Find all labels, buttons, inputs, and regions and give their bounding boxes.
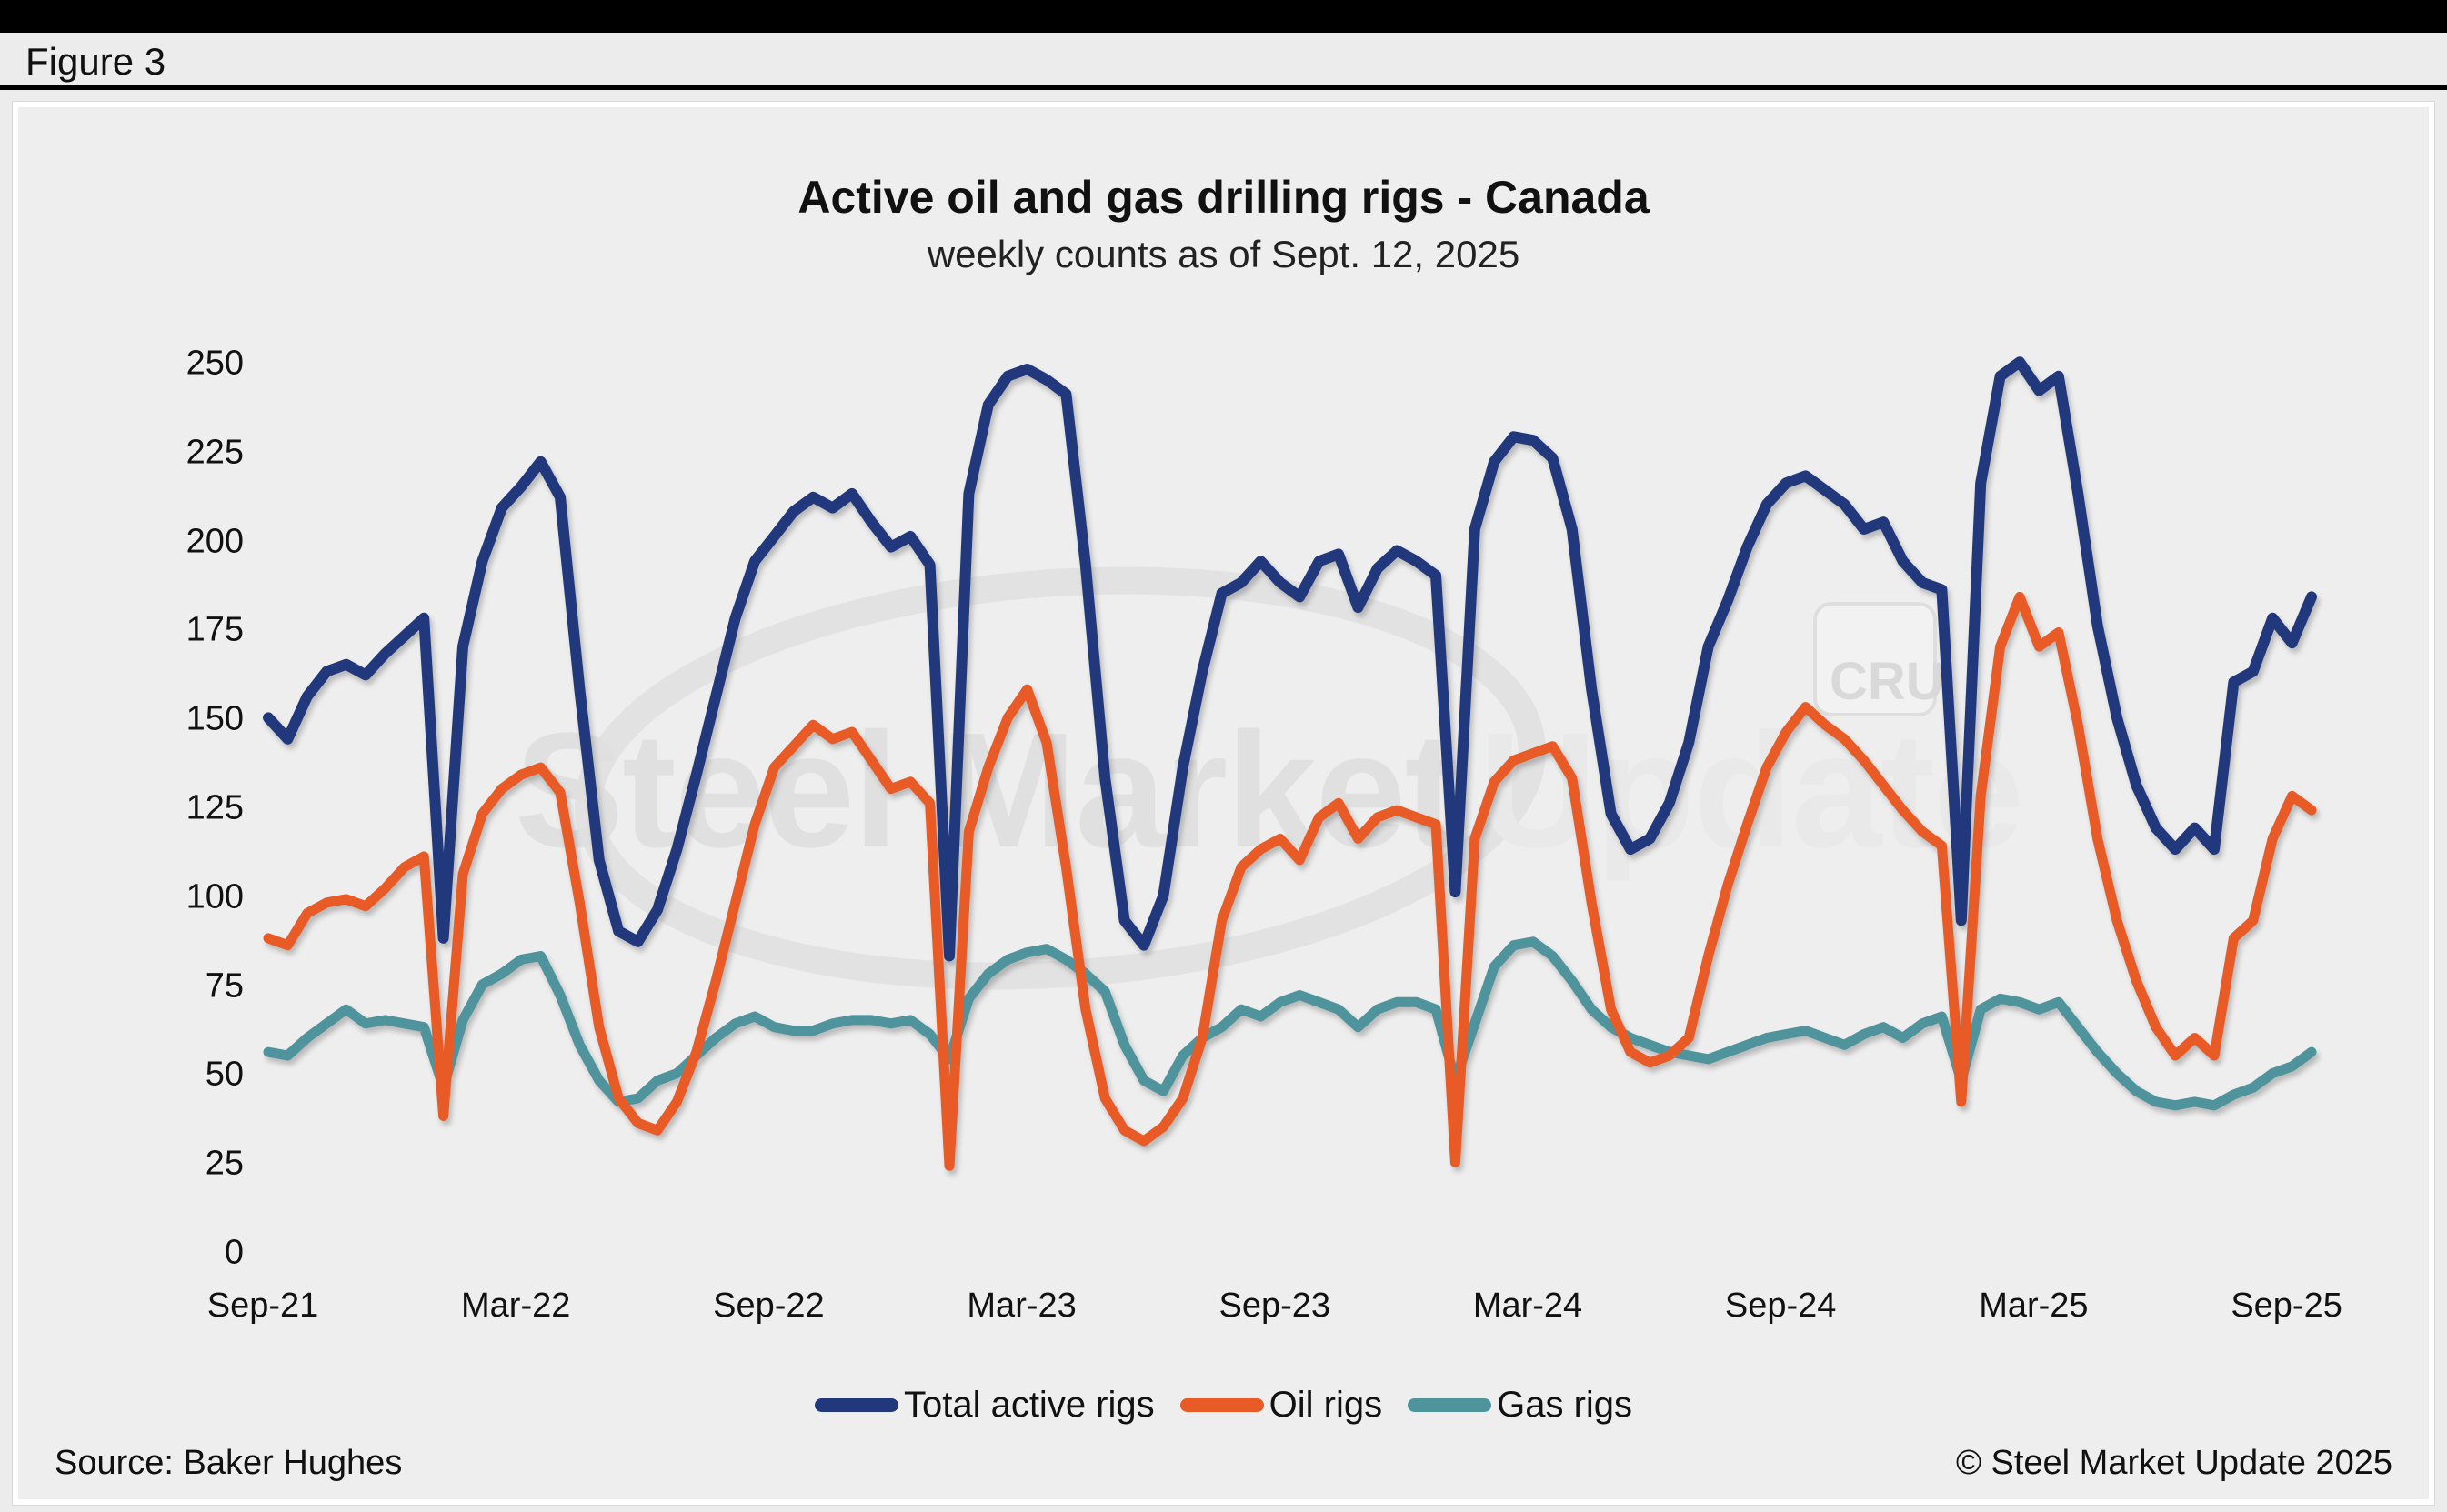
- chart-subtitle: weekly counts as of Sept. 12, 2025: [927, 233, 1520, 275]
- legend-label-gas: Gas rigs: [1497, 1385, 1633, 1425]
- x-tick-label: Mar-22: [461, 1287, 571, 1325]
- x-tick-label: Mar-24: [1472, 1287, 1583, 1325]
- cru-badge-box: [1813, 602, 1937, 716]
- y-tick-label: 250: [186, 344, 244, 383]
- line-oil-rigs: [263, 591, 2317, 1171]
- legend-item-gas: Gas rigs: [1408, 1385, 1632, 1426]
- y-tick-label: 75: [205, 966, 244, 1006]
- legend-swatch-gas: [1408, 1398, 1492, 1412]
- line-gas-rigs: [263, 936, 2317, 1111]
- y-tick-label: 175: [186, 610, 244, 649]
- legend-label-total: Total active rigs: [903, 1385, 1155, 1425]
- source-note: Source: Baker Hughes: [55, 1444, 403, 1482]
- y-tick-label: 0: [224, 1233, 244, 1272]
- y-tick-label: 100: [186, 877, 244, 916]
- chart-title: Active oil and gas drilling rigs - Canad…: [797, 172, 1650, 223]
- x-tick-label: Sep-21: [206, 1287, 319, 1325]
- series-lines: [263, 356, 2317, 1171]
- header-divider: [0, 85, 2447, 90]
- figure-label: Figure 3: [25, 40, 166, 83]
- x-tick-label: Sep-25: [2231, 1287, 2342, 1325]
- chart-panel: Active oil and gas drilling rigs - Canad…: [13, 102, 2434, 1505]
- cru-badge-text: CRU: [1830, 652, 1944, 711]
- x-tick-label: Sep-24: [1724, 1287, 1837, 1325]
- legend-item-oil: Oil rigs: [1179, 1385, 1383, 1426]
- y-tick-label: 25: [205, 1144, 244, 1183]
- line-total-active-rigs: [263, 356, 2317, 962]
- x-tick-label: Sep-22: [713, 1287, 825, 1325]
- y-tick-label: 225: [186, 433, 244, 472]
- y-tick-label: 50: [205, 1055, 244, 1094]
- x-tick-label: Sep-23: [1218, 1287, 1331, 1325]
- legend-swatch-oil: [1179, 1398, 1264, 1412]
- legend-item-total: Total active rigs: [814, 1385, 1155, 1426]
- y-tick-label: 150: [186, 699, 244, 738]
- top-black-bar: [0, 0, 2447, 33]
- legend-swatch-total: [814, 1398, 898, 1412]
- legend-label-oil: Oil rigs: [1269, 1385, 1383, 1425]
- copyright-note: © Steel Market Update 2025: [1955, 1444, 2392, 1482]
- x-tick-label: Mar-25: [1979, 1287, 2089, 1325]
- y-tick-label: 125: [186, 788, 244, 827]
- plot-area: Steel Market Update CRU: [263, 356, 2317, 1171]
- legend: Total active rigs Oil rigs Gas rigs: [18, 1385, 2429, 1426]
- x-tick-label: Mar-23: [967, 1287, 1077, 1325]
- y-tick-label: 200: [186, 522, 244, 561]
